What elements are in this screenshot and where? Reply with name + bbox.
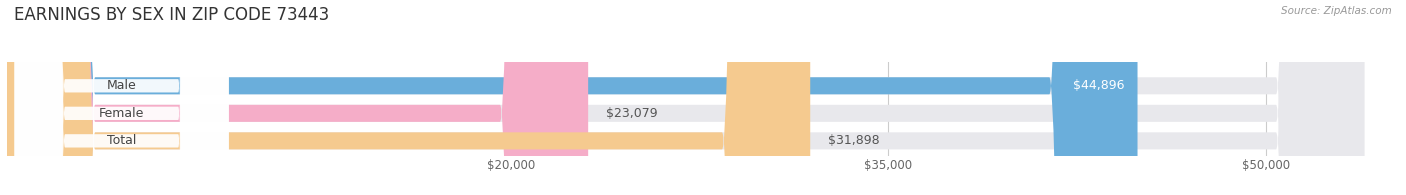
FancyBboxPatch shape [7,0,1364,195]
Text: $23,079: $23,079 [606,107,658,120]
Text: Source: ZipAtlas.com: Source: ZipAtlas.com [1281,6,1392,16]
FancyBboxPatch shape [14,0,229,195]
FancyBboxPatch shape [7,0,1137,195]
Text: $31,898: $31,898 [828,134,880,147]
FancyBboxPatch shape [7,0,1364,195]
FancyBboxPatch shape [14,0,229,195]
Text: Male: Male [107,79,136,92]
Text: EARNINGS BY SEX IN ZIP CODE 73443: EARNINGS BY SEX IN ZIP CODE 73443 [14,6,329,24]
Text: Female: Female [98,107,145,120]
Text: $44,896: $44,896 [1073,79,1125,92]
Text: Total: Total [107,134,136,147]
FancyBboxPatch shape [7,0,588,195]
FancyBboxPatch shape [7,0,1364,195]
FancyBboxPatch shape [14,0,229,195]
FancyBboxPatch shape [7,0,810,195]
